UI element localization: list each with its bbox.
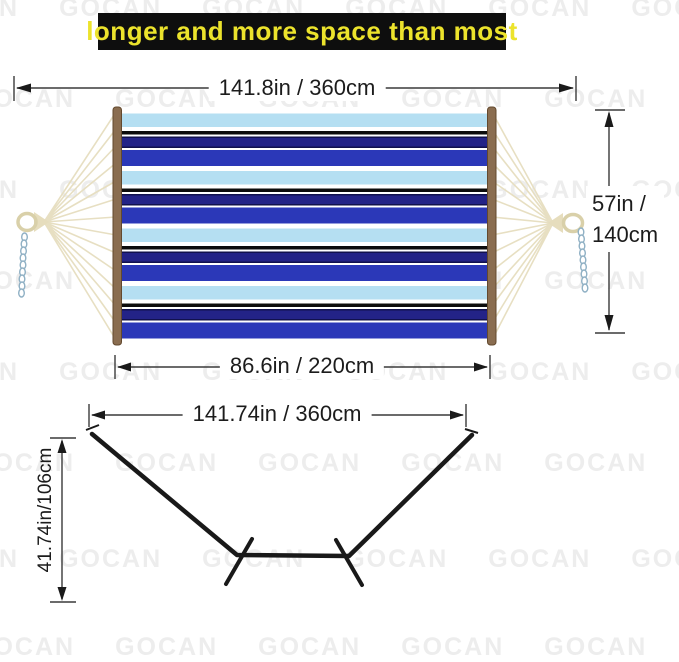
arrowhead-right [450,410,464,420]
stand-width-label: 141.74in / 360cm [182,401,372,427]
headline-text: longer and more space than most [86,16,518,46]
hammock-total-width-label: 141.8in / 360cm [208,75,386,101]
left-chain [18,232,29,298]
hammock-height-line1: 57in / [592,191,646,216]
arrowhead-down [604,315,614,331]
stand-left-tip-cap [85,424,100,431]
stand-left-foot [224,537,254,586]
hammock-fabric [121,111,488,341]
left-strings [43,111,117,341]
stand-height-label: 41.74in/106cm [35,447,56,573]
right-chain [577,227,589,293]
fabric-width-label: 86.6in / 220cm [219,353,385,379]
dimension-stand-height [50,437,76,603]
right-hanging-ring [561,212,585,234]
stand-right-foot [334,538,364,587]
arrowhead-down [57,587,67,601]
arrowhead-left [16,83,31,93]
arrowhead-right [474,362,488,372]
stand-right-tip-cap [464,428,479,434]
right-strings [491,111,554,341]
headline-banner: longer and more space than most [86,13,517,50]
right-spreader-bar [487,106,497,346]
arrowhead-right [559,83,574,93]
hammock-height-line2: 140cm [592,222,659,247]
arrowhead-left [91,410,105,420]
stand-frame [89,431,475,559]
right-rope-knot [548,213,563,233]
left-spreader-bar [112,106,122,346]
left-rope-knot [34,212,49,232]
arrowhead-up [57,439,67,453]
arrowhead-left [117,362,131,372]
arrowhead-up [604,111,614,127]
hammock-height-label: 57in / 140cm [586,186,665,252]
left-hanging-ring [16,211,38,233]
